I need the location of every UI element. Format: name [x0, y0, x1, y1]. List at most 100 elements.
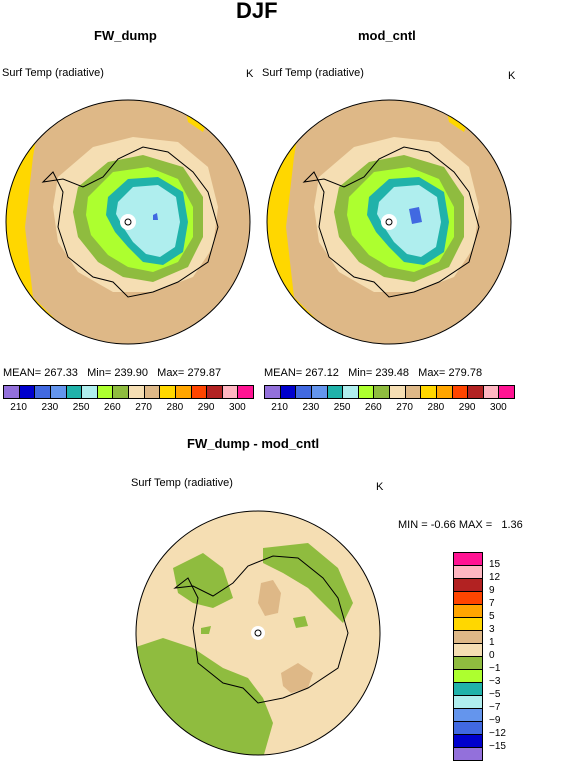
colorbar-right-swatch: [435, 385, 453, 399]
polar-map-right: [266, 99, 512, 345]
colorbar-diff-swatch: [453, 578, 483, 592]
colorbar-right-tick-label: 300: [490, 402, 507, 413]
colorbar-left-swatch: [237, 385, 254, 399]
colorbar-left-swatch: [3, 385, 20, 399]
colorbar-right-swatch: [357, 385, 375, 399]
colorbar-diff-tick-label: −1: [489, 663, 501, 674]
colorbar-left-tick-label: 270: [135, 402, 152, 413]
colorbar-diff-swatch: [453, 565, 483, 579]
diff-variable-label: Surf Temp (radiative): [131, 477, 233, 489]
colorbar-diff-tick-label: −7: [489, 702, 501, 713]
polar-map-diff: [135, 510, 381, 756]
units-label-right: K: [508, 70, 516, 82]
colorbar-right-tick-label: 280: [427, 402, 445, 413]
colorbar-left-swatch: [190, 385, 208, 399]
colorbar-left-swatch: [34, 385, 51, 399]
diff-stats: MIN = -0.66 MAX = 1.36: [398, 519, 523, 531]
colorbar-left-swatch: [81, 385, 98, 399]
variable-label-left: Surf Temp (radiative): [2, 67, 104, 79]
colorbar-left-labels: 210 230 250 260 270 280 290 300: [3, 402, 253, 416]
colorbar-diff-tick-label: −15: [489, 741, 506, 752]
colorbar-diff-swatch: [453, 630, 483, 644]
colorbar-diff-tick-label: 1: [489, 637, 495, 648]
colorbar-right-tick-label: 250: [333, 402, 351, 413]
colorbar-left: [3, 385, 254, 399]
colorbar-right-swatch: [295, 385, 312, 399]
colorbar-diff-tick-label: 5: [489, 611, 495, 622]
colorbar-right-tick-label: 230: [302, 402, 320, 413]
colorbar-left-tick-label: 250: [72, 402, 90, 413]
colorbar-diff-swatch: [453, 695, 483, 709]
colorbar-left-swatch: [128, 385, 145, 399]
colorbar-right-swatch: [389, 385, 406, 399]
stats-left: MEAN= 267.33 Min= 239.90 Max= 279.87: [3, 367, 222, 379]
colorbar-diff-swatch: [453, 656, 483, 670]
polar-map-left: [5, 99, 251, 345]
colorbar-diff-swatch: [453, 669, 483, 683]
colorbar-left-swatch: [206, 385, 223, 399]
colorbar-left-tick-label: 260: [104, 402, 121, 413]
colorbar-diff-swatch: [453, 643, 483, 657]
panel-title-right: mod_cntl: [358, 28, 416, 43]
colorbar-right-tick-label: 210: [271, 402, 288, 413]
colorbar-right-tick-label: 260: [365, 402, 382, 413]
colorbar-diff-tick-label: 15: [489, 559, 501, 570]
colorbar-right: [264, 385, 515, 399]
colorbar-right-swatch: [342, 385, 359, 399]
colorbar-left-tick-label: 290: [197, 402, 215, 413]
colorbar-right-labels: 210 230 250 260 270 280 290 300: [264, 402, 514, 416]
colorbar-left-tick-label: 210: [10, 402, 27, 413]
colorbar-right-swatch: [326, 385, 344, 399]
colorbar-left-swatch: [159, 385, 176, 399]
colorbar-right-swatch: [310, 385, 328, 399]
colorbar-left-swatch: [221, 385, 239, 399]
colorbar-right-swatch: [482, 385, 500, 399]
colorbar-left-swatch: [96, 385, 114, 399]
colorbar-diff-swatch: [453, 682, 483, 696]
colorbar-diff-swatch: [453, 708, 483, 722]
colorbar-diff-swatch: [453, 747, 483, 761]
colorbar-left-swatch: [112, 385, 129, 399]
variable-label-right: Surf Temp (radiative): [262, 67, 364, 79]
colorbar-right-swatch: [279, 385, 297, 399]
colorbar-diff-swatch: [453, 604, 483, 618]
colorbar-left-swatch: [174, 385, 192, 399]
colorbar-diff-tick-label: 0: [489, 650, 495, 661]
colorbar-diff-tick-label: −5: [489, 689, 501, 700]
colorbar-left-swatch: [18, 385, 36, 399]
diff-panel-title: FW_dump - mod_cntl: [187, 436, 320, 451]
colorbar-diff-tick-label: −3: [489, 676, 501, 687]
colorbar-diff-tick-label: 3: [489, 624, 495, 635]
colorbar-right-swatch: [498, 385, 515, 399]
stats-right: MEAN= 267.12 Min= 239.48 Max= 279.78: [264, 367, 483, 379]
colorbar-left-swatch: [65, 385, 83, 399]
colorbar-right-swatch: [451, 385, 469, 399]
colorbar-left-tick-label: 280: [166, 402, 184, 413]
panel-title-left: FW_dump: [94, 28, 157, 43]
colorbar-right-swatch: [420, 385, 437, 399]
units-label-left: K: [246, 68, 254, 80]
colorbar-left-swatch: [49, 385, 67, 399]
colorbar-right-swatch: [264, 385, 281, 399]
colorbar-diff-labels: 15 12 9 7 5 3 1 0 −1 −3 −5 −7 −9 −12 −15: [485, 552, 545, 760]
colorbar-diff-tick-label: −12: [489, 728, 506, 739]
colorbar-diff-swatch: [453, 552, 483, 566]
colorbar-diff-tick-label: −9: [489, 715, 501, 726]
colorbar-diff-tick-label: 12: [489, 572, 501, 583]
colorbar-left-tick-label: 300: [229, 402, 246, 413]
colorbar-right-tick-label: 270: [396, 402, 413, 413]
colorbar-diff-swatch: [453, 591, 483, 605]
colorbar-diff: [453, 552, 483, 761]
page-title: DJF: [236, 0, 278, 23]
colorbar-left-swatch: [143, 385, 161, 399]
colorbar-diff-swatch: [453, 721, 483, 735]
colorbar-right-tick-label: 290: [458, 402, 476, 413]
colorbar-right-swatch: [467, 385, 484, 399]
colorbar-right-swatch: [404, 385, 422, 399]
colorbar-left-tick-label: 230: [41, 402, 59, 413]
colorbar-right-swatch: [373, 385, 390, 399]
colorbar-diff-swatch: [453, 734, 483, 748]
colorbar-diff-tick-label: 9: [489, 585, 495, 596]
diff-units-label: K: [376, 481, 384, 493]
colorbar-diff-swatch: [453, 617, 483, 631]
